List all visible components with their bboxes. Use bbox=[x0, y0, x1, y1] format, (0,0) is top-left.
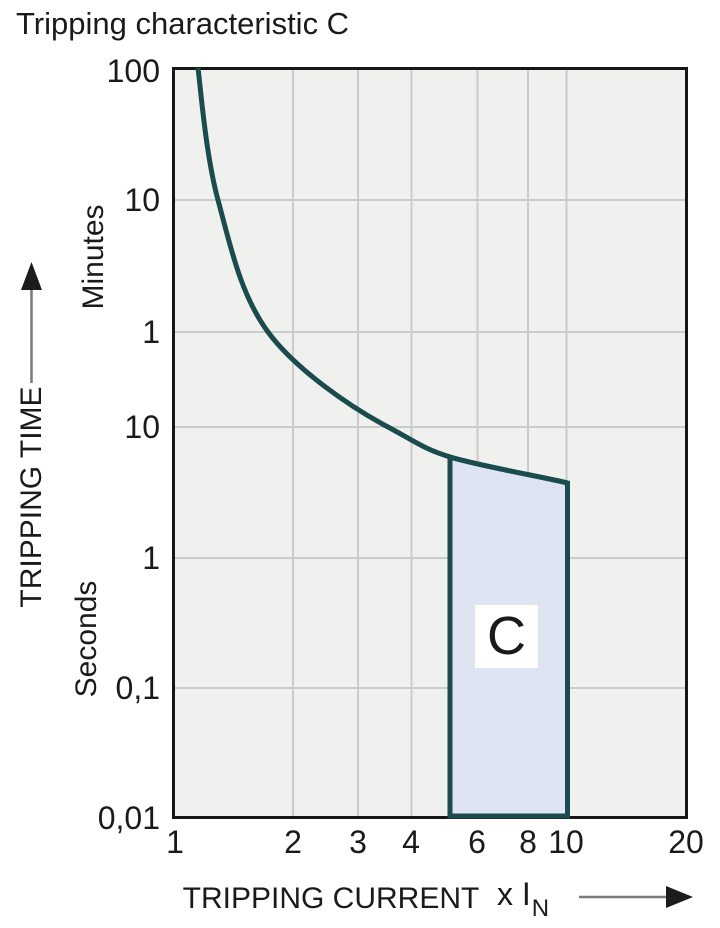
y-tick-1-minute: 1 bbox=[142, 314, 160, 350]
y-tick-0-01-second: 0,01 bbox=[97, 800, 160, 836]
x-tick-8: 8 bbox=[519, 824, 537, 860]
x-tick-1: 1 bbox=[166, 824, 184, 860]
multiplier-text: x I bbox=[497, 876, 531, 912]
y-tick-10-minutes: 10 bbox=[124, 182, 160, 218]
x-axis-title: TRIPPING CURRENT bbox=[182, 882, 480, 915]
x-tick-6: 6 bbox=[468, 824, 486, 860]
x-tick-20: 20 bbox=[668, 824, 704, 860]
y-unit-seconds: Seconds bbox=[70, 580, 103, 698]
y-tick-100-minutes: 100 bbox=[106, 53, 160, 89]
tripping-curve bbox=[195, 67, 569, 486]
x-tick-3: 3 bbox=[349, 824, 367, 860]
x-tick-4: 4 bbox=[402, 824, 420, 860]
plot-border bbox=[172, 67, 688, 819]
y-axis-title: TRIPPING TIME bbox=[15, 386, 48, 608]
horizontal-gridlines bbox=[174, 199, 686, 689]
plot-area-background bbox=[173, 68, 687, 818]
x-tick-2: 2 bbox=[284, 824, 302, 860]
vertical-gridlines bbox=[292, 69, 568, 817]
multiplier-subscript: N bbox=[531, 895, 550, 923]
y-tick-10-seconds: 10 bbox=[124, 409, 160, 445]
x-axis-multiplier: x IN bbox=[497, 876, 550, 923]
y-tick-0-1-second: 0,1 bbox=[115, 670, 160, 706]
y-tick-1-second: 1 bbox=[142, 540, 160, 576]
x-tick-10: 10 bbox=[548, 824, 584, 860]
y-unit-minutes: Minutes bbox=[77, 204, 110, 310]
region-c-label: C bbox=[475, 605, 538, 668]
x-axis-arrow-icon bbox=[579, 886, 693, 908]
page-title: Tripping characteristic C bbox=[16, 6, 350, 41]
y-axis-arrow-icon bbox=[21, 262, 42, 383]
